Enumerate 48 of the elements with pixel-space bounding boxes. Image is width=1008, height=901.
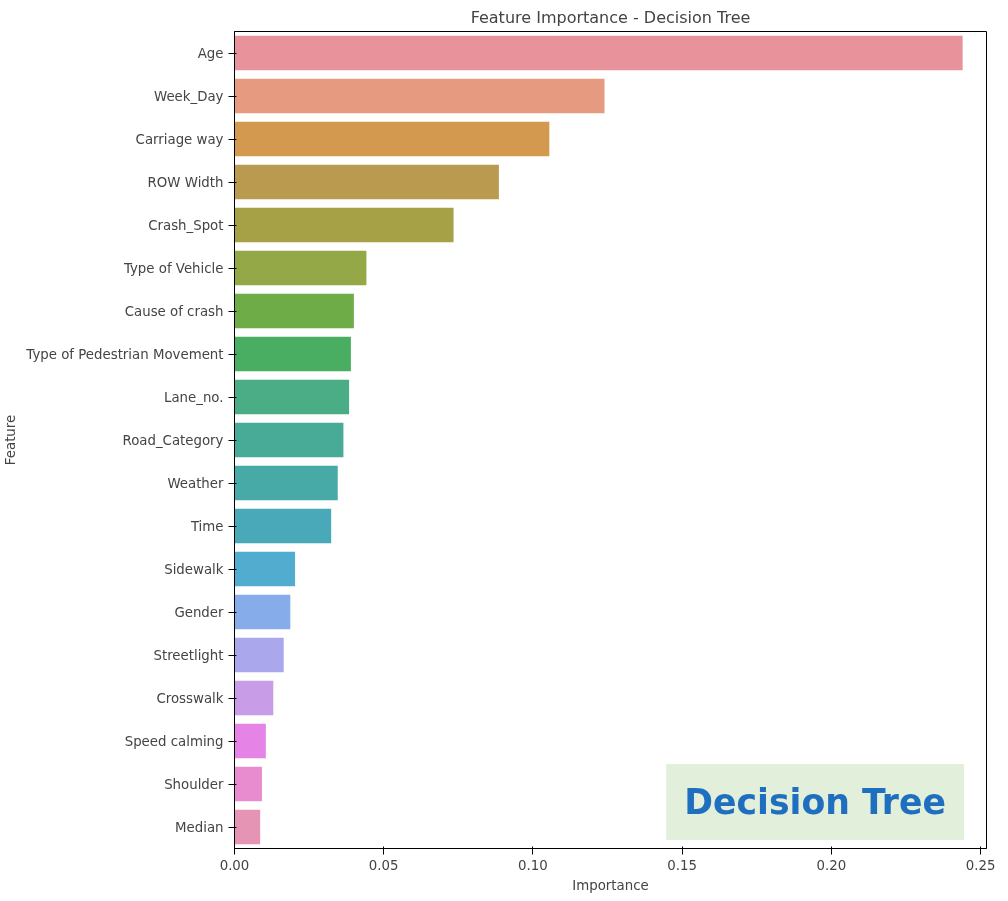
x-tick-label: 0.20 [816,857,847,873]
y-tick-label: Speed calming [124,733,224,749]
y-tick-label: Shoulder [164,776,225,792]
bar [234,680,274,716]
y-tick-label: Gender [174,604,225,620]
bar [234,164,499,200]
y-tick-label: Type of Pedestrian Movement [25,346,224,362]
bar [234,637,284,673]
annotation: Decision Tree [684,781,946,822]
chart-title: Feature Importance - Decision Tree [470,7,751,27]
x-tick-label: 0.25 [965,857,996,873]
y-tick-label: Median [175,819,224,835]
y-tick-label: Carriage way [135,131,224,147]
bar [234,379,350,415]
bar [234,250,367,286]
x-tick-label: 0.15 [667,857,697,873]
bar [234,508,332,544]
bar [234,422,344,458]
y-tick-label: Crosswalk [156,690,224,706]
bar [234,35,963,71]
y-tick-label: Time [189,518,224,534]
bar [234,121,550,157]
y-tick-label: Streetlight [153,647,224,663]
y-axis-title: Feature [3,414,19,466]
bar [234,809,261,845]
y-tick-label: Type of Vehicle [122,260,224,276]
bar [234,293,354,329]
y-tick-label: ROW Width [147,174,224,190]
y-tick-label: Cause of crash [124,303,224,319]
y-tick-label: Lane_no. [163,389,224,405]
y-tick-label: Age [197,45,224,61]
bar [234,551,296,587]
x-tick-label: 0.00 [219,857,250,873]
y-tick-label: Road_Category [122,432,224,448]
x-tick-label: 0.05 [368,857,399,873]
bar [234,207,454,243]
x-tick-label: 0.10 [518,857,548,873]
bar [234,465,338,501]
bar [234,594,291,630]
y-tick-label: Crash_Spot [148,217,224,233]
y-tick-label: Sidewalk [164,561,224,577]
bar [234,723,266,759]
bar [234,78,605,114]
x-axis-title: Importance [572,877,649,893]
bar [234,766,262,802]
bar [234,336,351,372]
y-tick-label: Weather [167,475,225,491]
y-tick-label: Week_Day [154,88,224,104]
